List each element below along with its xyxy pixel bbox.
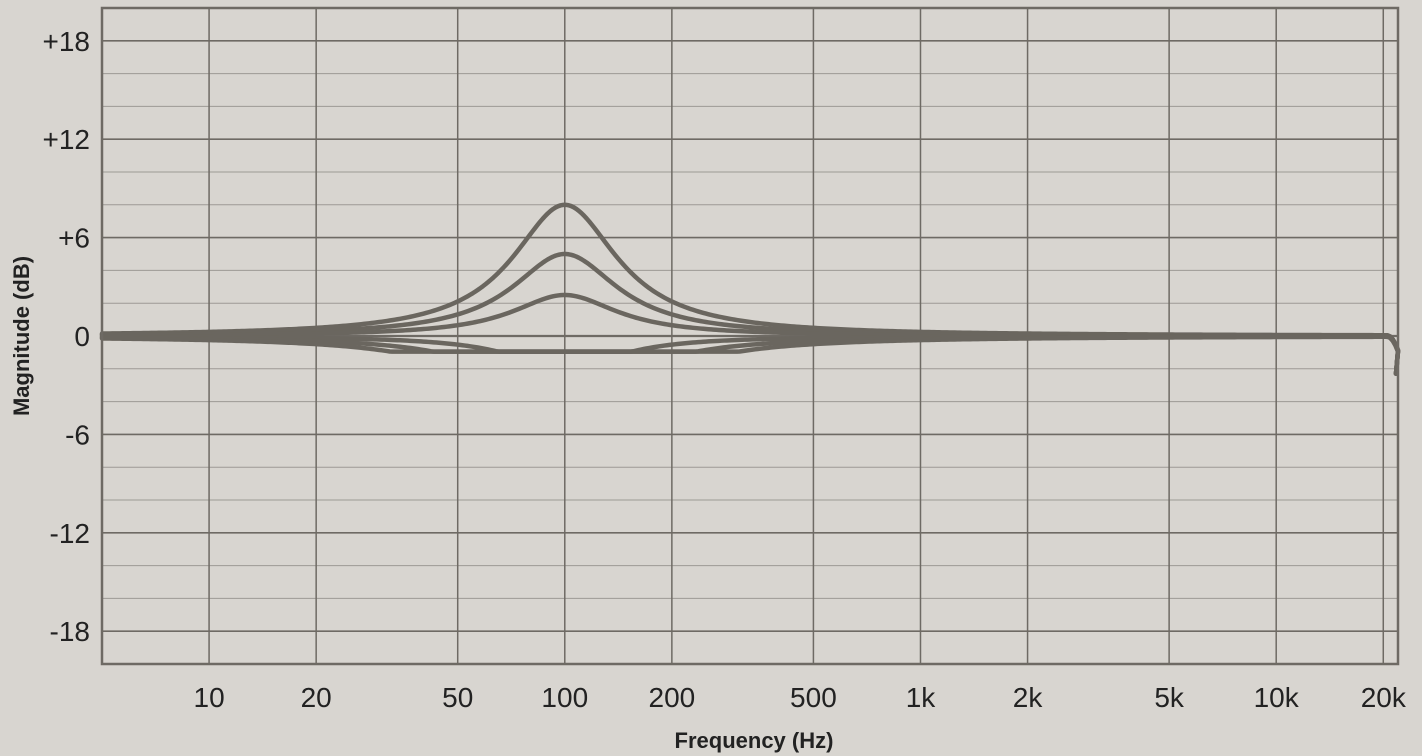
- tick-layer: +18 +12 +6 0 -6 -12 -18 10 20 50 100 200 500 1k 2k 5k 10…: [43, 26, 1407, 713]
- y-tick-label: -6: [65, 419, 90, 450]
- y-tick-label: -12: [50, 518, 90, 549]
- y-tick-label: -18: [50, 616, 90, 647]
- x-tick-label: 100: [541, 682, 588, 713]
- plot-frame: [100, 6, 1400, 666]
- y-tick-label: +18: [43, 26, 91, 57]
- x-tick-label: 500: [790, 682, 837, 713]
- eq-curve-6: [99, 334, 1401, 376]
- x-tick-label: 20: [301, 682, 332, 713]
- x-tick-label: 50: [442, 682, 473, 713]
- x-tick-label: 10k: [1254, 682, 1300, 713]
- x-tick-label: 10: [194, 682, 225, 713]
- y-tick-label: +6: [58, 223, 90, 254]
- curve-layer: [99, 202, 1401, 376]
- x-axis-title: Frequency (Hz): [675, 728, 834, 753]
- x-tick-label: 1k: [906, 682, 937, 713]
- y-axis-title: Magnitude (dB): [9, 256, 34, 416]
- x-tick-label: 2k: [1013, 682, 1044, 713]
- y-tick-label: +12: [43, 124, 91, 155]
- y-tick-label: 0: [74, 321, 90, 352]
- x-tick-label: 200: [649, 682, 696, 713]
- x-tick-label: 5k: [1154, 682, 1185, 713]
- x-tick-label: 20k: [1361, 682, 1407, 713]
